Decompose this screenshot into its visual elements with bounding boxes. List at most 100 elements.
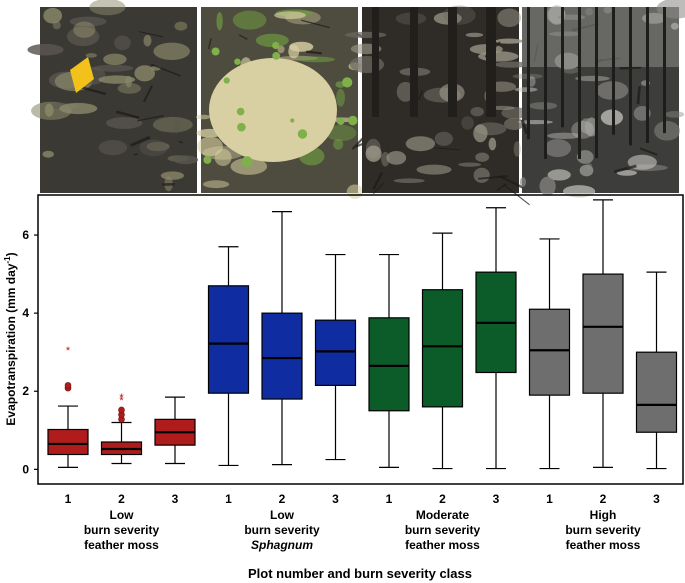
- photo-texture: [98, 140, 128, 156]
- green-plant: [272, 41, 280, 50]
- group-label-line: Sphagnum: [251, 538, 313, 552]
- burned-tree: [578, 7, 581, 159]
- photo-texture: [103, 53, 127, 65]
- burned-tree: [544, 7, 547, 159]
- photo-texture: [27, 43, 64, 56]
- photo-texture: [514, 87, 538, 92]
- photo-texture: [152, 116, 193, 133]
- group-label-line: feather moss: [84, 538, 159, 552]
- green-plant: [223, 77, 230, 84]
- photo-texture: [174, 21, 188, 31]
- y-tick-label: 2: [22, 384, 29, 398]
- photo-texture: [298, 56, 335, 63]
- photo-texture: [616, 170, 637, 176]
- photo-background: [40, 7, 197, 193]
- photo-texture: [458, 162, 482, 167]
- photo-root: [478, 175, 508, 180]
- extreme-outlier-marker: *: [66, 345, 71, 357]
- photo-texture: [575, 75, 610, 82]
- plot-number-label: 1: [386, 492, 393, 506]
- photo-root: [305, 50, 322, 55]
- box-plot-2-1: [207, 246, 250, 467]
- box-plot-4-2: [582, 199, 624, 468]
- burned-tree: [629, 7, 632, 146]
- photo-texture: [497, 8, 521, 28]
- plot-number-label: 1: [65, 492, 72, 506]
- green-plant: [236, 107, 245, 116]
- plot-number-label: 3: [332, 492, 339, 506]
- interquartile-box: [368, 317, 410, 412]
- outlier-point: [64, 382, 72, 389]
- burned-tree: [663, 7, 666, 134]
- y-axis-label: Evapotranspiration (mm day-1): [3, 252, 18, 425]
- burned-tree: [612, 7, 615, 135]
- photo-texture: [153, 42, 190, 60]
- photo-texture: [579, 164, 594, 177]
- smoke-haze: [522, 7, 679, 67]
- tree-trunk: [486, 7, 496, 117]
- photo-texture: [539, 176, 556, 196]
- photo-texture: [586, 163, 593, 170]
- box-plots: ***: [47, 199, 678, 470]
- photo-root: [142, 84, 154, 103]
- photo-texture: [173, 116, 180, 134]
- photo-root: [372, 182, 385, 195]
- photo-texture: [393, 178, 425, 183]
- photo-texture: [255, 33, 289, 48]
- photo-texture: [274, 11, 306, 20]
- plot-number-label: 2: [118, 492, 125, 506]
- extreme-outlier-marker: *: [119, 392, 124, 404]
- green-plant: [290, 118, 295, 123]
- photo-root: [301, 19, 330, 29]
- group-label-line: feather moss: [566, 538, 641, 552]
- photo-texture: [416, 164, 452, 175]
- box-plot-3-3: [475, 207, 517, 470]
- plot-number-label: 2: [279, 492, 286, 506]
- photo-texture: [473, 167, 490, 183]
- group-label-line: burn severity: [405, 523, 481, 537]
- photo-texture: [579, 118, 594, 134]
- plot-frame: [37, 194, 684, 485]
- y-axis-label-close: ): [4, 252, 18, 256]
- plot-number-label: 3: [653, 492, 660, 506]
- photo-texture: [117, 83, 141, 94]
- photo-root: [115, 110, 140, 120]
- photo-texture: [232, 10, 267, 30]
- plot-number-label: 2: [600, 492, 607, 506]
- box-plot-1-2: **: [100, 392, 143, 465]
- sphagnum-hummock: [209, 58, 337, 162]
- yellow-flag-icon: [70, 57, 94, 93]
- photo-texture: [160, 171, 184, 180]
- photo-texture: [346, 184, 364, 199]
- photo-texture: [562, 66, 580, 74]
- group-label-line: High: [590, 508, 617, 522]
- plot-number-label: 3: [172, 492, 179, 506]
- photo-texture: [665, 111, 685, 118]
- photo-texture: [503, 117, 525, 130]
- group-label-line: burn severity: [244, 523, 320, 537]
- interquartile-box: [635, 351, 678, 433]
- site-photos: [27, 0, 685, 206]
- photo-texture: [197, 136, 223, 157]
- green-plant: [203, 155, 212, 164]
- photo-texture: [547, 132, 582, 139]
- photo-root: [133, 153, 138, 156]
- box-plot-1-1: *: [47, 345, 89, 468]
- photo-texture: [386, 151, 407, 165]
- photo-texture: [654, 121, 681, 141]
- photo-texture: [326, 124, 357, 142]
- site-photo-2: [195, 7, 388, 199]
- photo-texture: [513, 141, 521, 157]
- interquartile-box: [528, 308, 571, 396]
- plot-number-label: 1: [225, 492, 232, 506]
- photo-texture: [143, 34, 152, 47]
- photo-root: [178, 140, 184, 144]
- photo-texture: [59, 102, 98, 115]
- interquartile-box: [47, 428, 89, 456]
- group-label-line: feather moss: [405, 538, 480, 552]
- green-plant: [211, 47, 220, 56]
- tree-trunk: [410, 7, 418, 117]
- extreme-outlier-marker: *: [119, 395, 124, 407]
- photo-texture: [146, 141, 170, 152]
